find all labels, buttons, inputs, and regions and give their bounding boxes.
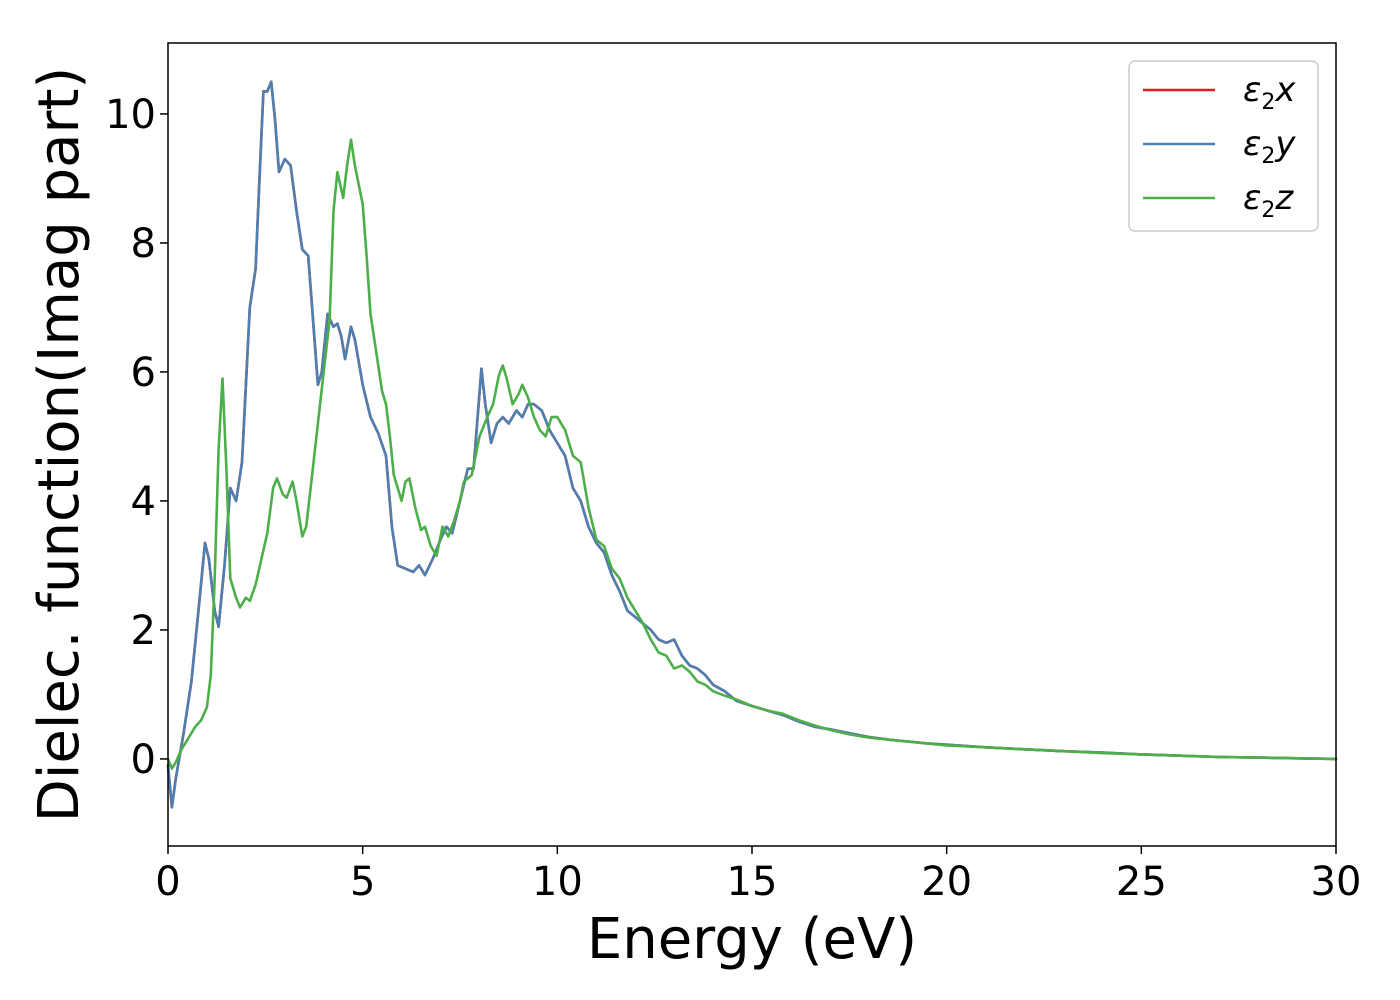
series-line-z xyxy=(166,138,1338,770)
y-tick-label: 10 xyxy=(105,92,156,138)
y-tick-label: 8 xyxy=(131,221,156,267)
legend-label-y: ε2y xyxy=(1243,124,1296,169)
x-tick-label: 20 xyxy=(921,859,972,905)
y-tick-label: 6 xyxy=(131,350,156,396)
y-axis-label: Dielec. function(Imag part) xyxy=(27,67,92,823)
legend: ε2x ε2y ε2z xyxy=(1128,60,1319,232)
x-tick-label: 0 xyxy=(155,859,180,905)
y-tick-label: 4 xyxy=(131,479,156,525)
y-axis-ticks: 0 2 4 6 8 10 xyxy=(105,92,168,783)
x-tick-label: 30 xyxy=(1311,859,1362,905)
x-tick-label: 5 xyxy=(350,859,375,905)
legend-label-x: ε2x xyxy=(1243,70,1296,115)
series-layer xyxy=(166,80,1338,809)
x-axis-ticks: 0 5 10 15 20 25 30 xyxy=(155,846,1361,905)
x-tick-label: 15 xyxy=(727,859,778,905)
legend-box xyxy=(1128,60,1319,232)
x-axis-label: Energy (eV) xyxy=(587,907,917,972)
y-tick-label: 0 xyxy=(131,737,156,783)
y-tick-label: 2 xyxy=(131,608,156,654)
legend-label-z: ε2z xyxy=(1243,178,1294,223)
x-tick-label: 25 xyxy=(1116,859,1167,905)
x-tick-label: 10 xyxy=(532,859,583,905)
